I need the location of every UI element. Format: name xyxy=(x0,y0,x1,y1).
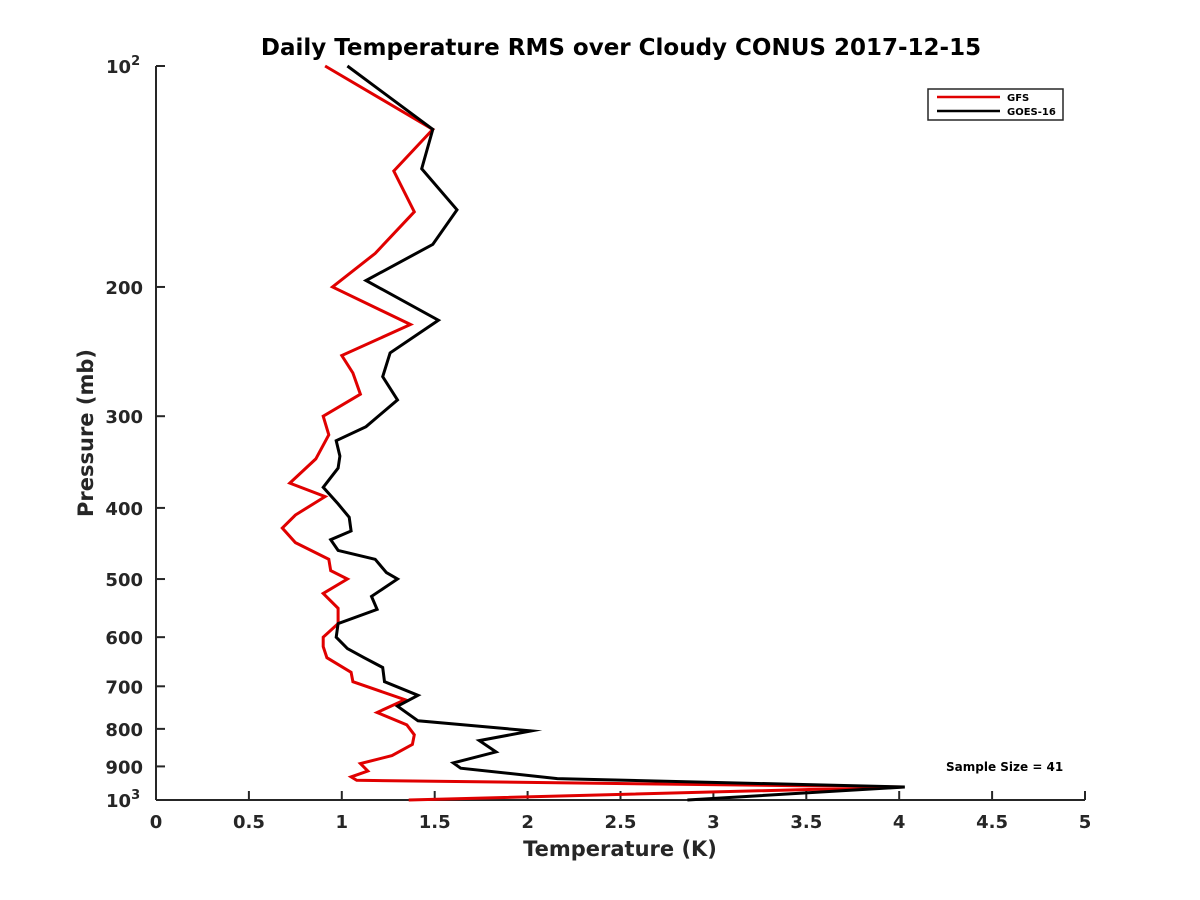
y-tick-label: 103 xyxy=(106,788,140,812)
y-axis-label: Pressure (mb) xyxy=(74,349,98,517)
x-axis-label: Temperature (K) xyxy=(523,837,717,861)
x-ticks: 0 0.5 1 1.5 2 2.5 3 3.5 4 4.5 5 xyxy=(150,791,1092,833)
x-tick-label: 2.5 xyxy=(605,812,637,833)
series-line-gfs xyxy=(280,64,903,802)
x-tick-label: 4.5 xyxy=(976,812,1008,833)
y-tick-base: 10 xyxy=(106,791,131,812)
sample-size-annotation: Sample Size = 41 xyxy=(946,760,1063,774)
legend-box xyxy=(927,88,1064,121)
y-tick-exponent: 2 xyxy=(131,54,140,69)
y-tick-label: 600 xyxy=(105,628,143,649)
y-tick-label: 500 xyxy=(105,570,143,591)
x-tick-label: 0 xyxy=(150,812,163,833)
y-tick-base: 10 xyxy=(106,57,131,78)
x-tick-label: 1.5 xyxy=(419,812,451,833)
x-tick-label: 4 xyxy=(893,812,906,833)
y-tick-label: 900 xyxy=(105,757,143,778)
y-tick-label: 300 xyxy=(105,407,143,428)
legend-label-gfs: GFS xyxy=(1007,93,1029,104)
y-tick-label: 200 xyxy=(105,278,143,299)
y-tick-exponent: 3 xyxy=(131,788,140,803)
y-tick-label: 102 xyxy=(106,54,140,78)
axes xyxy=(155,66,1085,801)
y-tick-label: 400 xyxy=(105,499,143,520)
x-tick-label: 5 xyxy=(1079,812,1092,833)
x-tick-label: 3.5 xyxy=(790,812,822,833)
series-line-goes16 xyxy=(321,64,905,802)
series-group xyxy=(280,64,905,802)
x-tick-label: 0.5 xyxy=(233,812,265,833)
legend-label-goes16: GOES-16 xyxy=(1007,107,1056,118)
x-tick-label: 2 xyxy=(521,812,534,833)
x-tick-label: 3 xyxy=(707,812,720,833)
x-tick-label: 1 xyxy=(336,812,349,833)
y-tick-label: 800 xyxy=(105,720,143,741)
legend: GFS GOES-16 xyxy=(927,88,1064,121)
y-tick-label: 700 xyxy=(105,677,143,698)
chart-title: Daily Temperature RMS over Cloudy CONUS … xyxy=(261,35,981,61)
